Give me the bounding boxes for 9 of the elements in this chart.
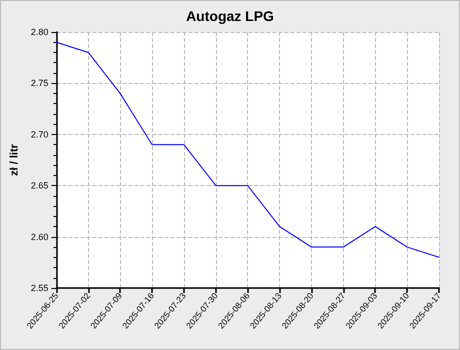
y-tick-label: 2.55	[30, 283, 48, 293]
chart-title: Autogaz LPG	[186, 8, 274, 24]
y-tick-label: 2.65	[30, 180, 48, 191]
line-series	[56, 42, 440, 258]
y-tick-label: 2.80	[30, 27, 48, 37]
y-axis-title: zł / litr	[8, 143, 20, 176]
y-tick-label: 2.70	[30, 129, 48, 140]
y-tick-label: 2.60	[30, 232, 48, 242]
y-tick-label: 2.75	[30, 78, 48, 88]
